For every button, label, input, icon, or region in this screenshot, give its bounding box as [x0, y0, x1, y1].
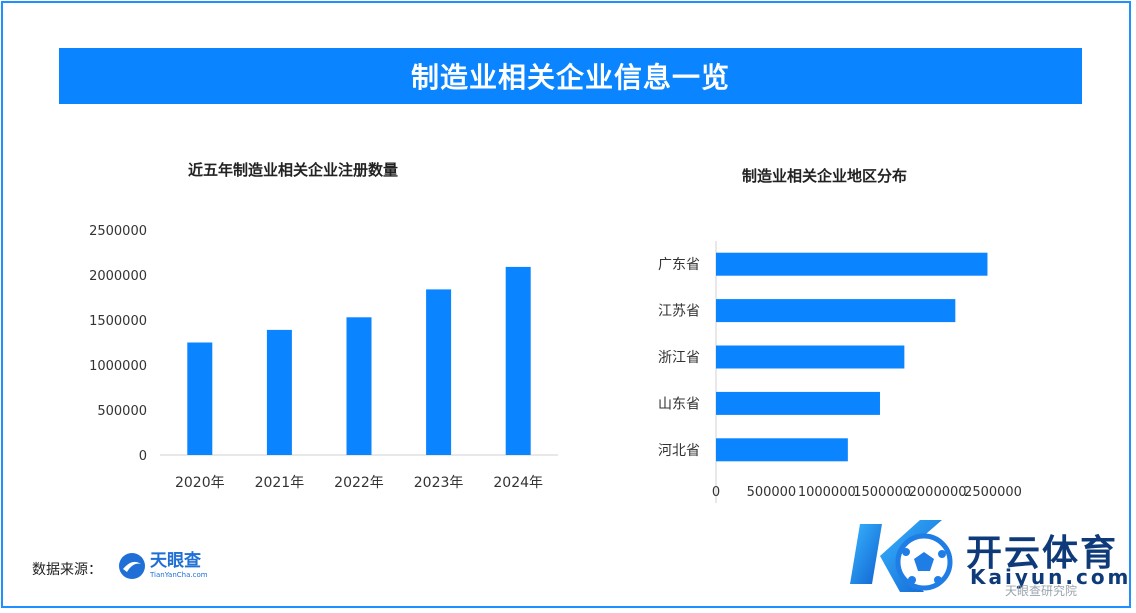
bar-y-tick-label: 1000000 — [89, 359, 147, 374]
bar-y-tick-label: 2000000 — [89, 269, 147, 284]
tianyancha-logo: 天眼查 TianYanCha.com — [118, 552, 208, 580]
hbar-x-tick-label: 2500000 — [964, 485, 1022, 500]
hbar-y-tick-label: 浙江省 — [658, 350, 700, 366]
bar — [187, 342, 213, 455]
bar-x-tick-label: 2022年 — [334, 475, 384, 491]
hbar-x-tick-label: 1500000 — [853, 485, 911, 500]
hbar-chart-title: 制造业相关企业地区分布 — [742, 167, 908, 185]
hbar-x-tick-label: 500000 — [747, 485, 797, 500]
tianyancha-name: 天眼查 — [150, 551, 201, 571]
bar-x-tick-label: 2024年 — [493, 475, 543, 491]
hbar — [716, 299, 956, 323]
bar-y-tick-label: 1500000 — [89, 314, 147, 329]
bar — [346, 317, 372, 455]
bar — [426, 289, 452, 455]
hbar — [716, 252, 988, 276]
bar — [505, 266, 531, 455]
hbar-y-tick-label: 山东省 — [658, 396, 700, 412]
bar-chart-title: 近五年制造业相关企业注册数量 — [188, 161, 399, 179]
kaiyun-logo-name: 开云体育 — [966, 533, 1119, 574]
bar-y-tick-label: 0 — [139, 449, 147, 464]
bar — [266, 329, 292, 455]
hbar-x-tick-label: 2000000 — [909, 485, 967, 500]
bar-x-tick-label: 2020年 — [175, 475, 225, 491]
hbar-y-tick-label: 河北省 — [658, 443, 700, 459]
bar-y-tick-label: 500000 — [97, 404, 147, 419]
bar-y-tick-label: 2500000 — [89, 224, 147, 239]
bar-x-tick-label: 2023年 — [414, 475, 464, 491]
page-title: 制造业相关企业信息一览 — [59, 48, 1082, 104]
watermark: 天眼查研究院 — [1005, 584, 1078, 598]
hbar — [716, 438, 848, 462]
source-label: 数据来源： — [32, 562, 102, 578]
kaiyun-logo-domain: Kaiyun.com — [970, 565, 1132, 589]
bar-x-tick-label: 2021年 — [255, 475, 305, 491]
hbar-x-tick-label: 0 — [712, 485, 720, 500]
hbar-y-tick-label: 江苏省 — [658, 304, 700, 320]
hbar-y-tick-label: 广东省 — [658, 257, 700, 273]
tianyancha-icon — [119, 553, 145, 579]
hbar-x-tick-label: 1000000 — [798, 485, 856, 500]
tianyancha-domain: TianYanCha.com — [150, 571, 208, 579]
hbar — [716, 391, 880, 415]
hbar — [716, 345, 905, 369]
kaiyun-logo-icon — [850, 520, 953, 592]
